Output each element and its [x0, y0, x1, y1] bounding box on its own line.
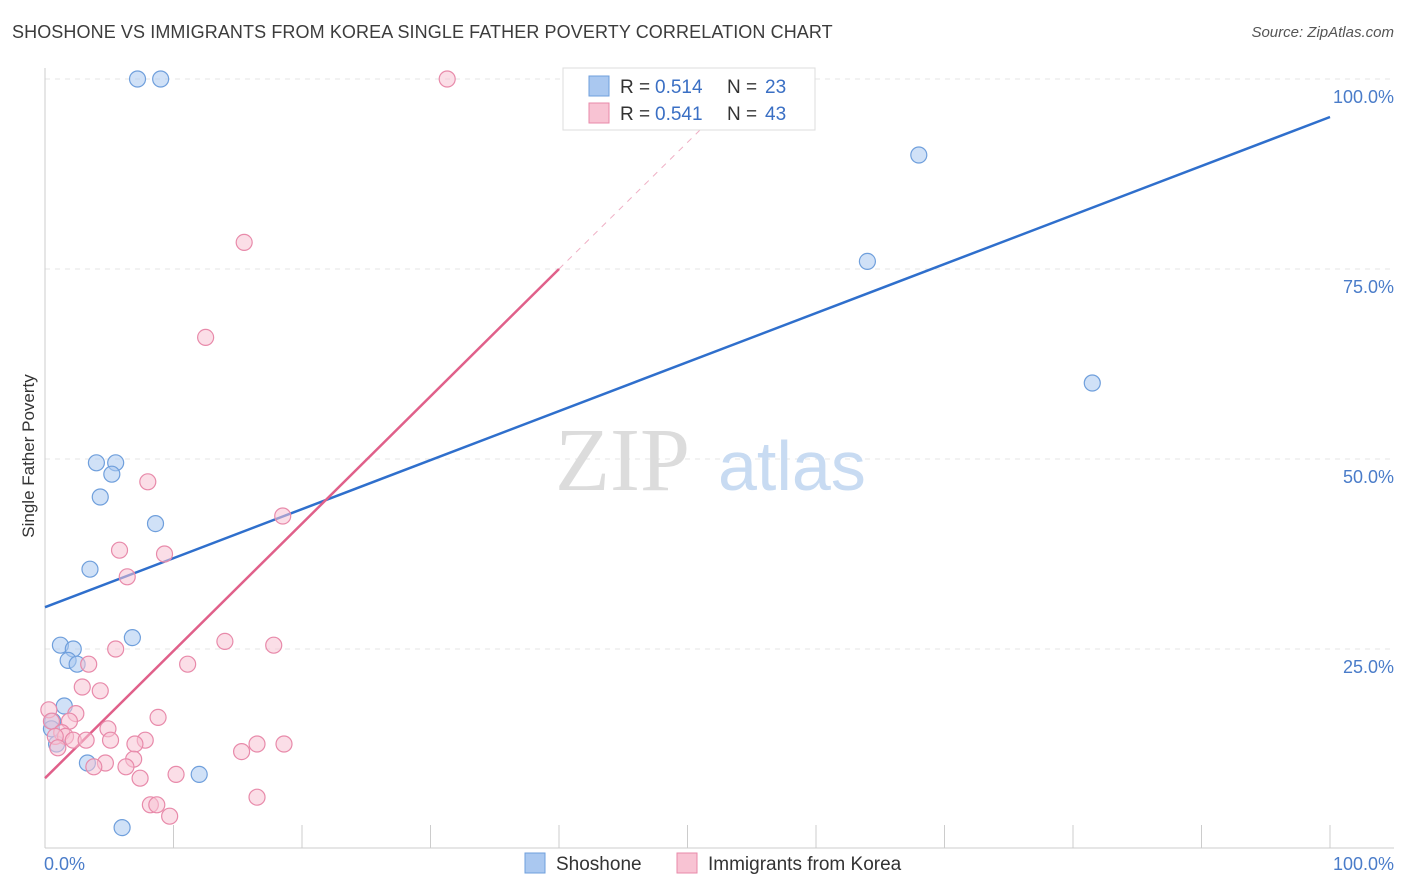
korea-point-10 — [107, 640, 125, 658]
korea-point-11 — [179, 655, 197, 673]
shoshone-point-21 — [190, 765, 208, 784]
x-tick-label-100: 100.0% — [1333, 854, 1394, 874]
shoshone-trend-line — [44, 115, 1331, 609]
watermark-atlas: atlas — [718, 427, 866, 505]
korea-trend-line — [44, 268, 560, 780]
korea-point-24 — [77, 731, 95, 749]
korea-point-28 — [248, 735, 266, 753]
shoshone-point-1 — [152, 70, 170, 88]
shoshone-point-5 — [87, 454, 106, 472]
korea-point-14 — [91, 682, 109, 700]
korea-point-17 — [149, 708, 167, 727]
korea-point-5 — [110, 541, 129, 559]
y-tick-label-50: 50.0% — [1343, 467, 1394, 487]
y-tick-label-75: 75.0% — [1343, 277, 1394, 297]
axes — [44, 68, 1394, 849]
legend-r-label-korea: R = — [620, 104, 650, 125]
korea-point-39 — [148, 796, 166, 814]
legend-r-label-shoshone: R = — [620, 77, 650, 98]
korea-point-30 — [233, 742, 251, 761]
korea-point-12 — [80, 655, 98, 673]
shoshone-point-10 — [81, 560, 99, 578]
legend-r-value-shoshone: 0.514 — [655, 77, 703, 98]
legend-swatch-shoshone — [588, 75, 610, 97]
korea-point-6 — [155, 545, 174, 563]
korea-point-2 — [197, 328, 215, 346]
shoshone-point-9 — [146, 514, 165, 533]
shoshone-point-3 — [858, 252, 877, 270]
bottom-legend-label-shoshone: Shoshone — [556, 854, 642, 875]
korea-point-35 — [167, 765, 185, 784]
korea-point-42 — [49, 739, 67, 757]
korea-point-4 — [274, 507, 292, 525]
shoshone-point-2 — [910, 146, 928, 164]
legend-n-value-korea: 43 — [765, 104, 786, 125]
trend-lines — [44, 115, 1331, 780]
shoshone-point-11 — [123, 628, 141, 647]
bottom-legend-swatch-shoshone — [524, 852, 546, 874]
data-points — [40, 70, 1101, 837]
legend-n-value-shoshone: 23 — [765, 77, 786, 98]
korea-point-0 — [438, 70, 456, 88]
watermark-zip: ZIP — [555, 411, 690, 510]
korea-point-29 — [275, 735, 293, 753]
bottom-legend-swatch-korea — [676, 852, 698, 874]
legend-r-value-korea: 0.541 — [655, 104, 703, 125]
korea-point-9 — [265, 636, 283, 654]
legend-n-label-shoshone: N = — [727, 77, 757, 98]
shoshone-point-7 — [103, 465, 121, 483]
korea-point-27 — [126, 735, 144, 753]
chart-title: SHOSHONE VS IMMIGRANTS FROM KOREA SINGLE… — [12, 22, 833, 42]
y-axis-label: Single Father Poverty — [19, 374, 38, 538]
korea-point-1 — [235, 233, 253, 251]
shoshone-point-22 — [113, 818, 131, 837]
korea-point-26 — [101, 731, 120, 749]
x-tick-label-0: 0.0% — [44, 854, 85, 874]
bottom-legend-label-korea: Immigrants from Korea — [708, 854, 902, 875]
korea-point-3 — [139, 473, 157, 491]
y-tick-label-25: 25.0% — [1343, 657, 1394, 677]
korea-point-33 — [117, 758, 135, 776]
legend-swatch-korea — [588, 102, 610, 124]
shoshone-point-4 — [1083, 374, 1101, 392]
legend: R = 0.514 N = 23 R = 0.541 N = 43 — [562, 67, 816, 131]
korea-trend-extension — [558, 116, 714, 270]
bottom-legend: Shoshone Immigrants from Korea — [524, 852, 902, 875]
korea-point-8 — [216, 632, 234, 651]
korea-point-37 — [248, 788, 266, 806]
grid — [45, 78, 1394, 650]
korea-point-34 — [85, 758, 103, 776]
korea-point-40 — [161, 807, 179, 825]
shoshone-point-8 — [91, 488, 109, 506]
y-tick-labels: 25.0% 50.0% 75.0% 100.0% — [1333, 87, 1394, 677]
korea-point-36 — [131, 769, 149, 787]
source-label: Source: ZipAtlas.com — [1251, 24, 1394, 41]
legend-n-label-korea: N = — [727, 104, 757, 125]
y-tick-label-100: 100.0% — [1333, 87, 1394, 107]
korea-point-7 — [118, 568, 136, 586]
shoshone-point-0 — [128, 70, 147, 88]
korea-point-13 — [73, 678, 91, 696]
